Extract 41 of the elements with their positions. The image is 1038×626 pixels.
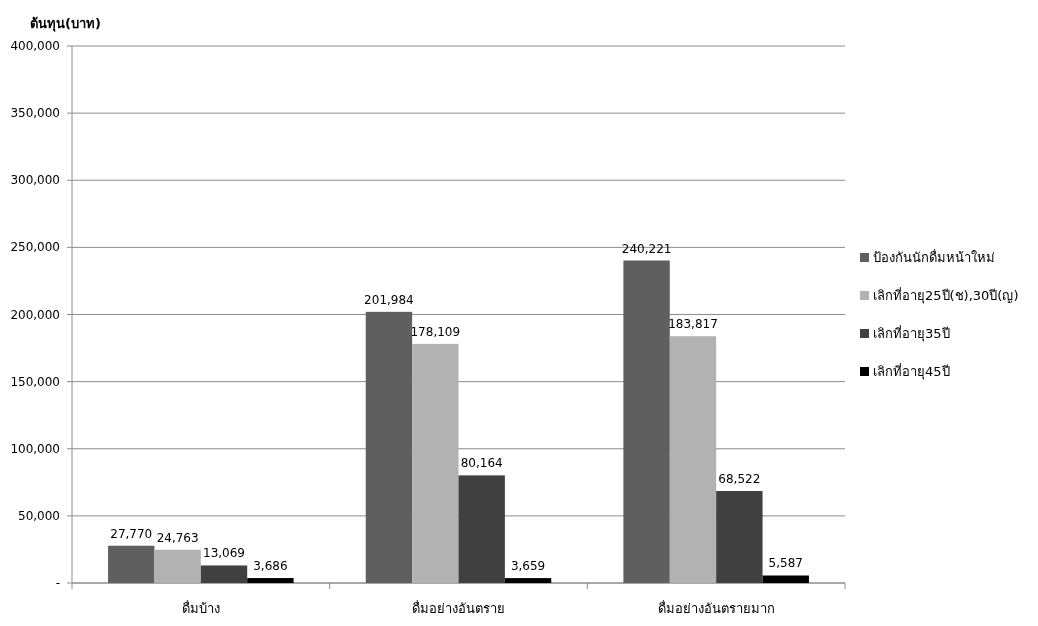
y-tick-label: 150,000 (10, 374, 60, 389)
bar (108, 545, 155, 583)
data-label: 80,164 (460, 456, 503, 471)
data-label: 5,587 (768, 556, 803, 571)
bar (247, 578, 294, 583)
data-label: 240,221 (621, 241, 672, 256)
y-tick-label: 350,000 (10, 106, 60, 121)
y-tick-label: 250,000 (10, 240, 60, 255)
x-tick-label: ดื่มอย่างอันตราย (412, 600, 505, 616)
bar (365, 311, 413, 583)
bar (762, 575, 809, 583)
data-label: 201,984 (364, 292, 414, 307)
bar (623, 260, 670, 583)
y-tick-label: 300,000 (10, 173, 60, 188)
data-label: 27,770 (110, 526, 153, 541)
legend-label: เลิกที่อายุ45ปี (873, 363, 950, 380)
legend-label: ป้องกันนักดื่มหน้าใหม่ (873, 249, 995, 265)
data-label: 3,686 (253, 559, 288, 574)
bar (504, 578, 552, 583)
bar (154, 549, 201, 583)
bar (669, 336, 717, 583)
data-label: 24,763 (156, 530, 199, 545)
bar (200, 565, 248, 583)
x-tick-label: ดื่มอย่างอันตรายมาก (657, 600, 775, 616)
legend-label: เลิกที่อายุ25ปี(ช),30ปี(ญ) (873, 287, 1019, 304)
y-tick-label: 100,000 (10, 441, 60, 456)
data-label: 13,069 (203, 546, 246, 561)
y-axis-title: ต้นทุน(บาท) (30, 16, 101, 32)
data-label: 3,659 (510, 559, 546, 574)
x-tick-label: ดื่มบ้าง (181, 600, 220, 616)
y-tick-label: 50,000 (18, 508, 60, 523)
y-tick-label: 200,000 (10, 307, 60, 322)
legend-label: เลิกที่อายุ35ปี (873, 325, 950, 342)
data-label: 178,109 (410, 324, 461, 339)
y-tick-label: 400,000 (10, 39, 60, 53)
y-tick-label: - (55, 576, 60, 590)
bar (716, 491, 763, 583)
data-label: 183,817 (668, 317, 718, 332)
bar (458, 475, 505, 583)
data-label: 68,522 (718, 472, 761, 487)
bar (412, 343, 459, 583)
